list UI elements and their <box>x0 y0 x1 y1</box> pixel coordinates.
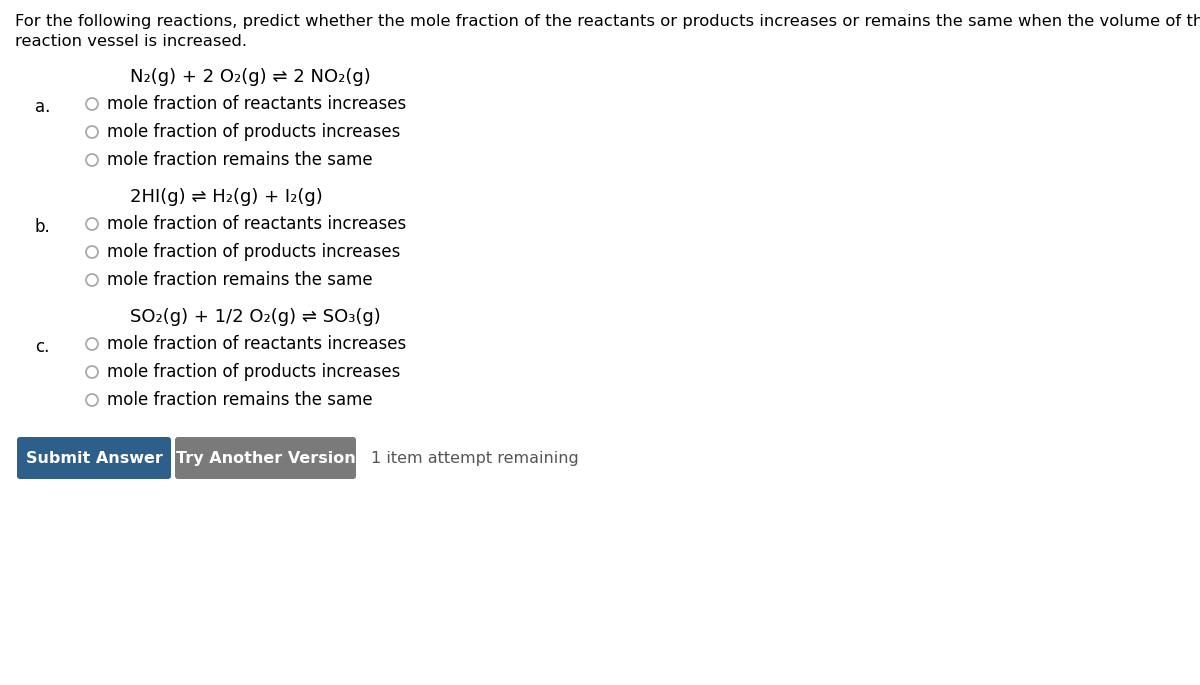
Text: c.: c. <box>35 338 49 356</box>
Text: reaction vessel is increased.: reaction vessel is increased. <box>14 34 247 49</box>
Text: mole fraction of reactants increases: mole fraction of reactants increases <box>107 95 407 113</box>
Text: a.: a. <box>35 98 50 116</box>
Text: mole fraction of products increases: mole fraction of products increases <box>107 363 401 381</box>
Text: 2HI(g) ⇌ H₂(g) + I₂(g): 2HI(g) ⇌ H₂(g) + I₂(g) <box>130 188 323 206</box>
Text: mole fraction of reactants increases: mole fraction of reactants increases <box>107 335 407 353</box>
Text: mole fraction of products increases: mole fraction of products increases <box>107 243 401 261</box>
Text: mole fraction remains the same: mole fraction remains the same <box>107 271 373 289</box>
Text: Try Another Version: Try Another Version <box>175 451 355 466</box>
Text: mole fraction remains the same: mole fraction remains the same <box>107 391 373 409</box>
Text: For the following reactions, predict whether the mole fraction of the reactants : For the following reactions, predict whe… <box>14 14 1200 29</box>
Text: b.: b. <box>35 218 50 236</box>
FancyBboxPatch shape <box>175 437 356 479</box>
Text: 1 item attempt remaining: 1 item attempt remaining <box>371 451 578 466</box>
Text: mole fraction of reactants increases: mole fraction of reactants increases <box>107 215 407 233</box>
Text: mole fraction of products increases: mole fraction of products increases <box>107 123 401 141</box>
FancyBboxPatch shape <box>17 437 172 479</box>
Text: mole fraction remains the same: mole fraction remains the same <box>107 151 373 169</box>
Text: N₂(g) + 2 O₂(g) ⇌ 2 NO₂(g): N₂(g) + 2 O₂(g) ⇌ 2 NO₂(g) <box>130 68 371 86</box>
Text: Submit Answer: Submit Answer <box>25 451 162 466</box>
Text: SO₂(g) + 1/2 O₂(g) ⇌ SO₃(g): SO₂(g) + 1/2 O₂(g) ⇌ SO₃(g) <box>130 308 380 326</box>
